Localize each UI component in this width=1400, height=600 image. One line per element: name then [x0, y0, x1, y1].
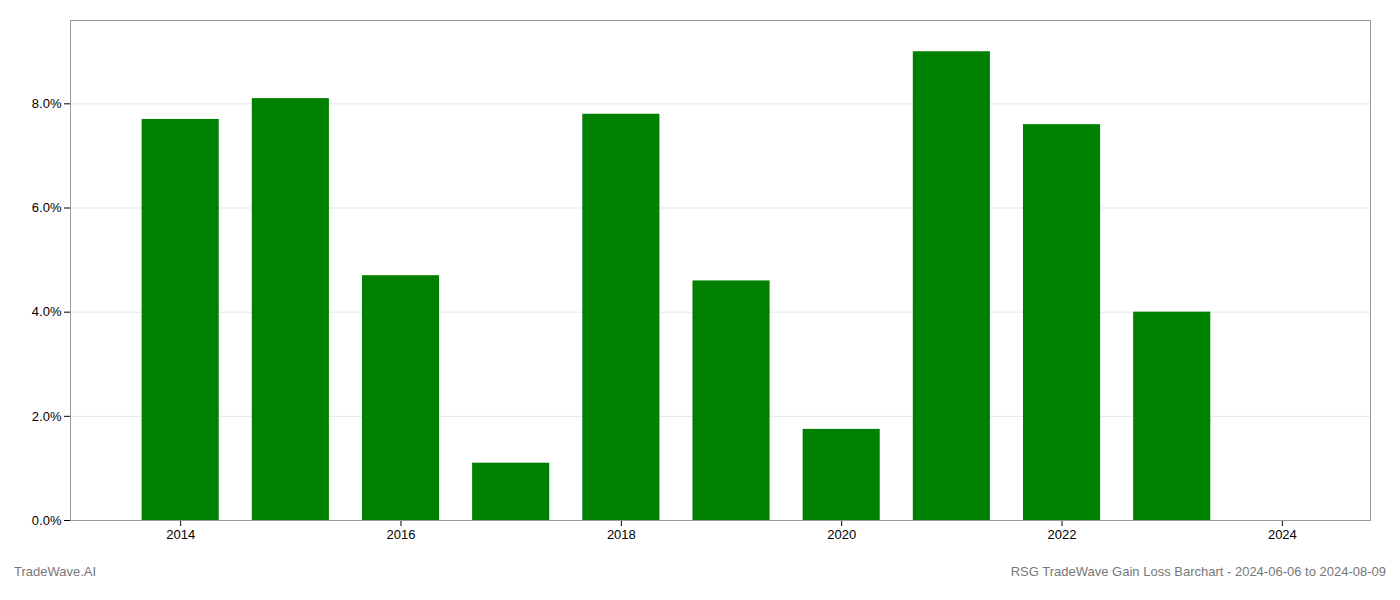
svg-text:2016: 2016 [387, 527, 416, 542]
svg-text:2.0%: 2.0% [32, 408, 62, 423]
svg-text:6.0%: 6.0% [32, 200, 62, 215]
html-text:RSG TradeWave Gain Loss Barcha: RSG TradeWave Gain Loss Barchart - 2024-… [1010, 564, 1386, 579]
svg-text:2014: 2014 [166, 527, 195, 542]
svg-text:2022: 2022 [1048, 527, 1077, 542]
html-text:TradeWave.AI: TradeWave.AI [14, 564, 97, 579]
svg-text:2024: 2024 [1268, 527, 1297, 542]
svg-text:2018: 2018 [607, 527, 636, 542]
svg-text:8.0%: 8.0% [32, 96, 62, 111]
svg-text:0.0%: 0.0% [32, 513, 62, 528]
svg-text:2020: 2020 [827, 527, 856, 542]
svg-text:4.0%: 4.0% [32, 304, 62, 319]
